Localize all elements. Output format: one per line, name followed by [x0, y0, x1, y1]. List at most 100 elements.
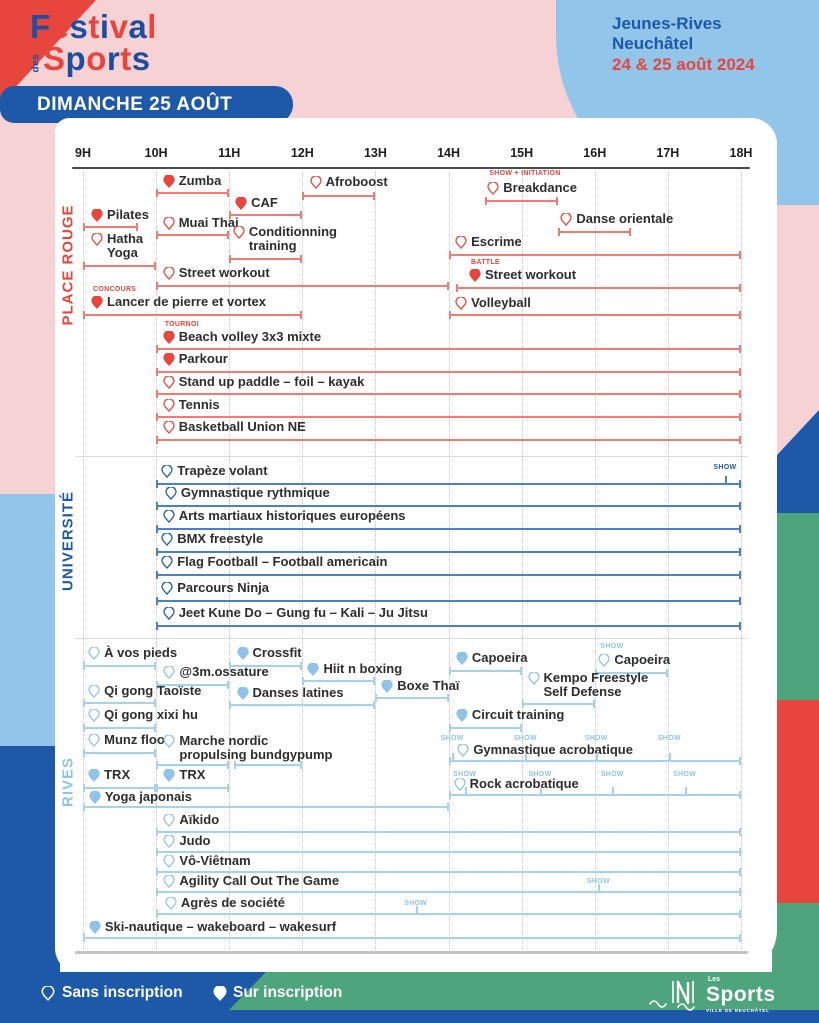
open-pin-icon [163, 835, 176, 848]
bar-end-tick [738, 251, 741, 259]
bar-end-tick [738, 368, 741, 376]
bar-end-tick [156, 525, 159, 533]
section-label-place-rouge: PLACE ROUGE [59, 204, 77, 326]
open-pin-icon [88, 685, 100, 698]
open-pin-icon [454, 778, 466, 791]
section-label-rives: RIVES [59, 756, 77, 808]
activity-label: Agrès de société [180, 895, 285, 910]
filled-pin-icon [163, 331, 175, 344]
nsports-subtitle: VILLE DE NEUCHÂTEL [706, 1008, 770, 1013]
activity-bar [156, 393, 741, 395]
activity-label: Boxe Thaï [397, 678, 460, 693]
bar-end-tick [83, 749, 85, 757]
activity-bar [448, 760, 741, 762]
activity-label: Stand up paddle – foil – kayak [178, 374, 365, 389]
show-marker-tick [415, 906, 418, 915]
bar-end-tick [154, 699, 157, 707]
activity-label: Street workout [485, 267, 577, 282]
open-pin-icon [457, 744, 469, 757]
activity-label: Danses latines [252, 685, 344, 700]
bar-end-tick [227, 681, 230, 689]
activity-bar [521, 703, 595, 705]
bar-end-tick [156, 868, 159, 876]
footer-band [0, 972, 819, 1023]
bar-end-tick [373, 701, 376, 709]
bar-end-tick [227, 784, 230, 792]
show-marker-tick [598, 884, 601, 893]
bar-end-tick [592, 700, 595, 708]
open-pin-icon [455, 297, 467, 310]
bar-end-tick [448, 251, 451, 259]
logo-letter: o [86, 40, 107, 77]
open-pin-icon [598, 654, 611, 667]
logo-letter: F [30, 8, 51, 45]
chart-bottom-line [75, 951, 748, 954]
filled-pin-icon [89, 791, 101, 804]
activity-bar [156, 505, 741, 507]
hour-gridline [375, 172, 377, 952]
bar-end-tick [156, 548, 159, 556]
open-pin-icon [527, 672, 540, 685]
activity-bar [83, 702, 157, 704]
bar-end-tick [448, 757, 451, 765]
activity-label: Hiit n boxing [323, 661, 403, 676]
activity-bar [156, 600, 741, 602]
bar-end-tick [521, 700, 524, 708]
bar-end-tick [227, 231, 230, 239]
activity-bar [455, 287, 741, 289]
show-marker-tick [724, 476, 727, 485]
activity-bar [156, 528, 741, 530]
activity-bar [594, 672, 668, 674]
activity-label: Capoeira [614, 652, 671, 667]
activity-label: Street workout [178, 265, 270, 280]
hour-gridline [594, 172, 596, 952]
bar-end-tick [154, 784, 157, 792]
open-pin-icon [560, 213, 573, 226]
bar-end-tick [156, 413, 159, 421]
activity-label: Muai Thai [178, 215, 239, 230]
bar-end-tick [738, 413, 741, 421]
bar-end-tick [83, 699, 85, 707]
activity-bar [229, 704, 376, 706]
bar-end-tick [156, 282, 159, 290]
activity-bar [156, 416, 741, 418]
open-pin-icon [163, 267, 175, 280]
bar-end-tick [229, 211, 232, 219]
axis-tick-label: 17H [656, 146, 680, 160]
hour-gridline [740, 172, 742, 952]
bar-end-tick [156, 761, 159, 769]
bar-end-tick [83, 934, 85, 942]
filled-pin-icon [307, 663, 320, 676]
bar-end-tick [135, 223, 138, 231]
bar-end-tick [156, 784, 159, 792]
logo-letter: e [50, 8, 70, 45]
bar-end-tick [519, 667, 522, 675]
filled-pin-icon [88, 769, 100, 782]
activity-label: Gymnastique rythmique [180, 485, 330, 500]
bar-end-tick [594, 669, 597, 677]
activity-bar [156, 285, 449, 287]
bar-end-tick [738, 597, 741, 605]
activity-bar [83, 787, 157, 789]
bar-end-tick [738, 868, 741, 876]
bar-end-tick [738, 571, 741, 579]
activity-bar [156, 551, 741, 553]
location-line1: Jeunes-Rives [612, 14, 722, 33]
activity-bar [234, 764, 303, 766]
activity-label: Judo [179, 833, 211, 848]
right-margin-red [772, 700, 819, 905]
activity-label: Conditionning training [248, 224, 337, 253]
filled-pin-icon [469, 269, 481, 282]
filled-pin-legend-icon [213, 986, 227, 1001]
bar-end-tick [738, 284, 741, 292]
activity-bar [156, 851, 741, 853]
show-marker-label: SHOW [528, 771, 552, 778]
bar-end-tick [738, 791, 741, 799]
legend-sur-inscription: Sur inscription [233, 984, 343, 1001]
show-marker-label: SHOW [404, 900, 428, 907]
activity-label: Trapèze volant [177, 463, 268, 478]
activity-tag: SHOW + INITIATION [489, 170, 561, 177]
nsports-les: Les [708, 976, 721, 983]
logo-letter: p [65, 40, 87, 77]
logo-letter: i [99, 8, 110, 45]
